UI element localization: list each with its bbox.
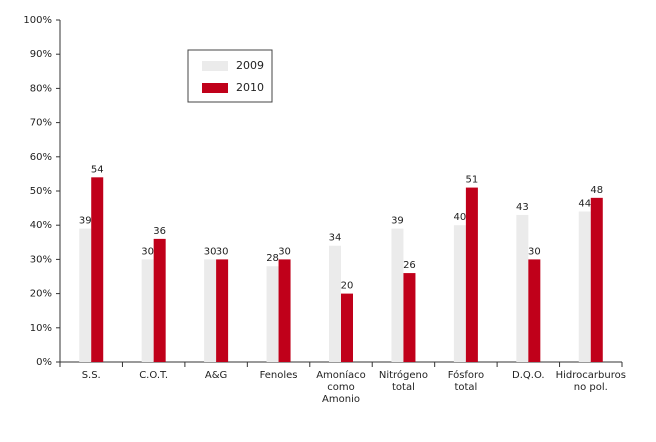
bar [278, 259, 291, 362]
data-label: 54 [91, 164, 104, 175]
bar [453, 225, 466, 362]
bar [590, 197, 603, 362]
x-tick-label: Hidrocarburos no pol. [555, 370, 626, 393]
data-label: 30 [278, 246, 291, 257]
y-tick-label: 30% [30, 254, 52, 265]
bar [141, 259, 154, 362]
bar [79, 228, 92, 362]
x-tick-label: A&G [204, 370, 228, 381]
x-tick-label: D.Q.O. [512, 370, 545, 381]
bar [578, 211, 591, 362]
data-label: 39 [391, 216, 404, 227]
data-label: 39 [79, 216, 92, 227]
x-tick-label: C.O.T. [139, 370, 169, 381]
data-label: 28 [266, 253, 279, 264]
x-tick-label: Fenoles [259, 370, 298, 381]
data-label: 30 [204, 246, 217, 257]
y-tick-label: 20% [30, 289, 52, 300]
y-tick-label: 60% [30, 152, 52, 163]
data-label: 51 [466, 175, 479, 186]
y-tick-label: 90% [30, 49, 52, 60]
data-label: 30 [528, 246, 541, 257]
bar [153, 238, 166, 362]
data-label: 20 [341, 281, 354, 292]
bar [516, 214, 529, 362]
y-tick-label: 80% [30, 83, 52, 94]
bar [91, 177, 104, 362]
y-tick-label: 40% [30, 220, 52, 231]
y-tick-label: 10% [30, 323, 52, 334]
data-label: 40 [454, 212, 467, 223]
legend-swatch [202, 83, 228, 93]
x-tick-label: S.S. [81, 370, 101, 381]
bar [216, 259, 229, 362]
x-tick-label: Amoníaco como Amonio [316, 370, 366, 405]
bar [465, 187, 478, 362]
data-label: 26 [403, 260, 416, 271]
legend-box [187, 49, 273, 103]
y-tick-label: 70% [30, 118, 52, 129]
data-label: 30 [216, 246, 229, 257]
bar [528, 259, 541, 362]
legend-label: 2009 [236, 59, 264, 72]
data-label: 48 [590, 185, 603, 196]
data-label: 44 [578, 199, 591, 210]
bar [403, 273, 416, 362]
legend-label: 2010 [236, 81, 264, 94]
bar [341, 293, 353, 362]
data-label: 34 [329, 233, 342, 244]
bar [391, 228, 404, 362]
y-tick-label: 50% [30, 186, 52, 197]
data-label: 36 [153, 226, 166, 237]
x-tick-label: Nitrógeno total [378, 370, 429, 393]
bar [204, 259, 217, 362]
x-tick-label: Fósforo total [447, 370, 485, 393]
legend-swatch [202, 61, 228, 71]
y-tick-label: 0% [36, 357, 52, 368]
bar [266, 266, 279, 362]
data-label: 43 [516, 202, 529, 213]
bar [329, 245, 341, 362]
y-tick-label: 100% [23, 15, 52, 26]
data-label: 30 [141, 246, 154, 257]
